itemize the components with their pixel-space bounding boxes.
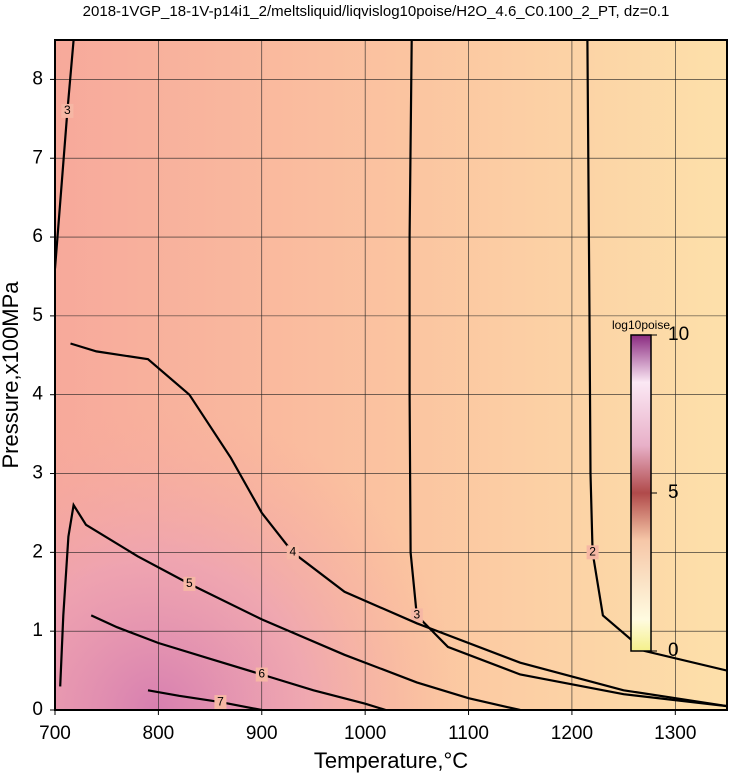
contour-label-bg [410, 608, 423, 623]
contour-label: 3 [64, 103, 71, 117]
colorbar-tick-label: 10 [668, 324, 689, 345]
y-tick-label: 5 [32, 305, 43, 326]
y-axis-label: Pressure,x100MPa [0, 281, 23, 469]
y-tick-label: 2 [32, 541, 43, 562]
contour-line [90, 614, 387, 710]
plot-frame [54, 39, 728, 711]
x-tick-label: 900 [246, 723, 278, 744]
x-tick-label: 700 [39, 723, 71, 744]
x-tick-label: 1200 [551, 723, 593, 744]
contour-label: 4 [289, 545, 296, 559]
contour-line [55, 40, 75, 269]
y-tick-label: 3 [32, 463, 43, 484]
contour-label-bg [586, 545, 599, 560]
contour-label-bg [61, 103, 74, 118]
contour-label: 2 [589, 545, 596, 559]
contour-line [147, 689, 263, 710]
contour-line [70, 342, 727, 708]
plot-shading [55, 40, 727, 710]
contour-label: 5 [186, 576, 193, 590]
contour-label: 6 [258, 667, 265, 681]
colorbar [630, 334, 652, 652]
x-axis-label: Temperature,°C [314, 748, 468, 773]
contour-label-bg [183, 576, 196, 591]
contour-label-bg [214, 695, 227, 710]
colorbar-title: log10poise [612, 318, 670, 332]
contour-label-bg [286, 545, 299, 560]
colorbar-tick-label: 5 [668, 482, 679, 503]
y-tick-label: 8 [32, 68, 43, 89]
y-tick-label: 0 [32, 699, 43, 720]
x-tick-label: 800 [143, 723, 175, 744]
x-tick-label: 1300 [654, 723, 696, 744]
contours: 2 3 4 5 6 7 3 [55, 40, 727, 710]
x-tick-label: 1100 [448, 723, 489, 744]
x-tick-label: 1000 [344, 723, 386, 744]
contour-label: 3 [414, 608, 421, 622]
y-tick-label: 4 [32, 384, 43, 405]
contour-label-bg [255, 667, 268, 682]
chart-title: 2018-1VGP_18-1V-p14i1_2/meltsliquid/liqv… [83, 3, 670, 20]
contour-label: 7 [217, 694, 224, 708]
contour-line [59, 502, 521, 710]
y-tick-label: 6 [32, 226, 43, 247]
colorbar-tick-label: 0 [668, 640, 679, 661]
y-tick-label: 1 [32, 620, 43, 641]
y-tick-label: 7 [32, 147, 43, 168]
